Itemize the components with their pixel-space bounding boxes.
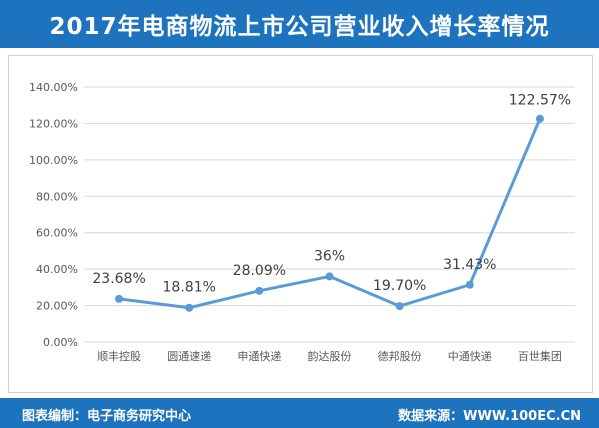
- data-label: 19.70%: [373, 278, 426, 294]
- y-tick-label: 100.00%: [29, 154, 78, 167]
- x-tick-label: 中通快递: [448, 349, 492, 363]
- data-label: 28.09%: [233, 263, 286, 279]
- y-tick-label: 80.00%: [36, 190, 78, 203]
- footer-bar: 图表编制：电子商务研究中心 数据来源：WWW.100EC.CN: [0, 398, 599, 428]
- y-tick-label: 20.00%: [36, 300, 78, 313]
- y-tick-label: 60.00%: [36, 227, 78, 240]
- x-tick-label: 顺丰控股: [97, 349, 141, 363]
- data-label: 23.68%: [92, 271, 145, 287]
- data-point: [325, 272, 334, 281]
- title-bar: 2017年电商物流上市公司营业收入增长率情况: [0, 0, 599, 48]
- x-tick-label: 申通快递: [237, 349, 281, 363]
- data-point: [255, 286, 264, 295]
- data-point: [535, 114, 544, 123]
- data-label: 36%: [314, 248, 345, 264]
- data-label: 31.43%: [443, 257, 496, 273]
- data-point: [395, 302, 404, 311]
- data-label: 122.57%: [509, 93, 571, 109]
- data-label: 18.81%: [163, 280, 216, 296]
- footer-credit: 图表编制：电子商务研究中心: [22, 409, 192, 424]
- footer-source: 数据来源：WWW.100EC.CN: [398, 409, 581, 424]
- chart-title: 2017年电商物流上市公司营业收入增长率情况: [49, 14, 550, 40]
- y-tick-label: 0.00%: [43, 336, 78, 349]
- x-tick-label: 韵达股份: [308, 349, 352, 363]
- y-tick-label: 40.00%: [36, 263, 78, 276]
- x-tick-label: 德邦股份: [378, 349, 422, 363]
- data-point: [465, 280, 474, 289]
- data-point: [115, 294, 124, 303]
- x-tick-label: 百世集团: [518, 349, 562, 363]
- y-tick-label: 140.00%: [29, 81, 78, 94]
- data-point: [185, 303, 194, 312]
- y-tick-label: 120.00%: [29, 117, 78, 130]
- x-tick-label: 圆通速递: [167, 349, 211, 363]
